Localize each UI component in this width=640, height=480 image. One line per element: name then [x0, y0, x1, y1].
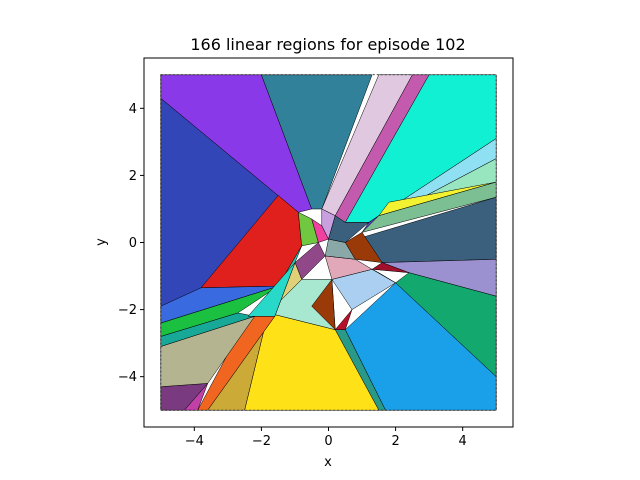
- y-tick-label: 4: [129, 102, 137, 117]
- y-tick-label: −4: [118, 370, 137, 385]
- y-tick-label: −2: [118, 303, 137, 318]
- x-tick-label: 0: [324, 434, 332, 449]
- region-1: [160, 74, 313, 213]
- region-43: [247, 262, 296, 317]
- x-tick-label: −2: [252, 434, 271, 449]
- region-40: [361, 215, 379, 233]
- y-tick-label: 2: [129, 169, 137, 184]
- y-tick-label: 0: [129, 236, 137, 251]
- x-tick-label: 4: [459, 434, 467, 449]
- chart-title: 166 linear regions for episode 102: [190, 35, 465, 54]
- x-axis-ticks: −4 −2 0 2 4: [185, 427, 467, 449]
- region-27: [311, 278, 336, 331]
- regions-layer: [160, 74, 497, 411]
- x-tick-label: −4: [185, 434, 204, 449]
- region-39: [328, 215, 370, 243]
- region-28: [334, 309, 353, 330]
- region-33: [371, 262, 410, 273]
- x-tick-label: 2: [391, 434, 399, 449]
- y-axis-ticks: −4 −2 0 2 4: [118, 102, 144, 385]
- x-axis-label: x: [324, 455, 332, 470]
- region-34: [371, 269, 396, 284]
- y-axis-label: y: [94, 238, 109, 246]
